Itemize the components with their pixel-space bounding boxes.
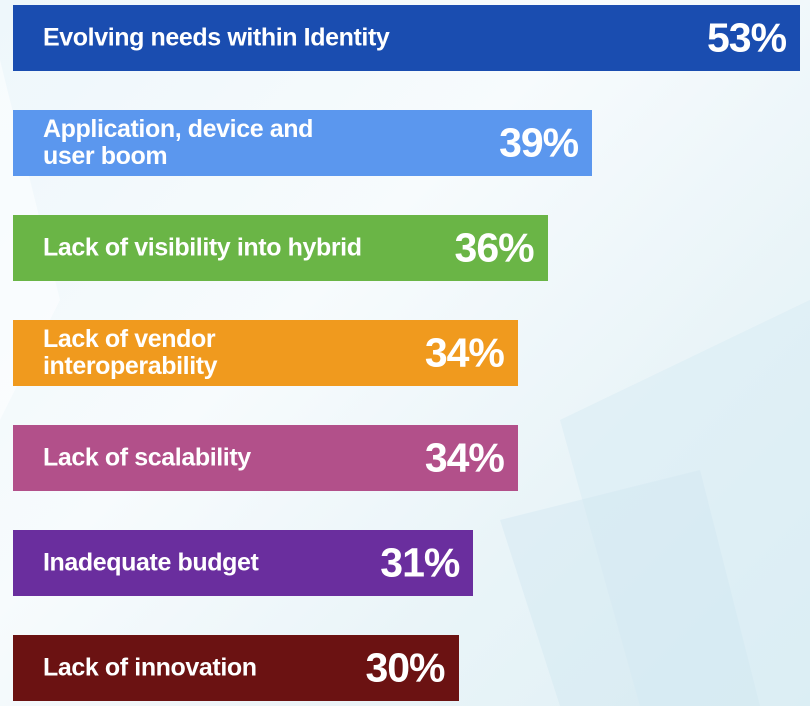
- bar: Evolving needs within Identity 53%: [13, 5, 801, 71]
- bar-label: Lack of innovation: [43, 653, 257, 682]
- bar: Application, device and user boom 39%: [13, 110, 593, 176]
- bar-label: Application, device and user boom: [43, 115, 314, 170]
- bar-label: Lack of scalability: [43, 443, 251, 472]
- bar-label: Lack of visibility into hybrid: [43, 233, 362, 262]
- bar-value-label: 31%: [380, 539, 460, 586]
- bar-label: Inadequate budget: [43, 548, 259, 577]
- bar: Inadequate budget 31%: [13, 530, 474, 596]
- bar-value-label: 36%: [454, 224, 535, 271]
- bar-value-label: 39%: [499, 119, 579, 166]
- bar-value-label: 34%: [424, 434, 505, 481]
- bar: Lack of vendor interoperability 34%: [13, 320, 518, 386]
- bar-label: Evolving needs within Identity: [43, 23, 390, 52]
- bar-value-label: 53%: [706, 14, 787, 61]
- bar: Lack of scalability 34%: [13, 425, 518, 491]
- bar-label: Lack of vendor interoperability: [43, 325, 218, 380]
- bar: Lack of innovation 30%: [13, 635, 459, 701]
- bar-value-label: 30%: [365, 644, 445, 691]
- bar: Lack of visibility into hybrid 36%: [13, 215, 548, 281]
- bar-value-label: 34%: [424, 329, 505, 376]
